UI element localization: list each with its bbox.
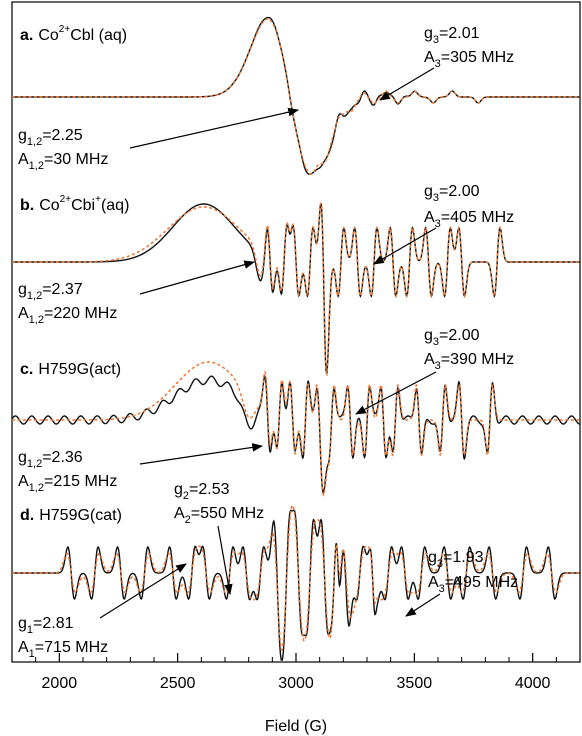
panel-d-label: d. H759G(cat) <box>20 507 122 524</box>
annotation-d-g2: g2=2.53 <box>174 481 230 502</box>
annotation-b-a3: A3=405 MHz <box>424 209 514 230</box>
annotation-a-g3: g3=2.01 <box>424 25 480 46</box>
panel-d: d. H759G(cat) g2=2.53 A2=550 MHz g3=1.93 … <box>12 481 580 661</box>
annotation-d-g3: g3=1.93 <box>428 549 484 570</box>
x-tick-label: 3500 <box>397 675 433 692</box>
annotation-b-g12: g1,2=2.37 <box>18 281 83 302</box>
x-tick-label: 2500 <box>160 675 196 692</box>
spectrum-c-simulation <box>12 361 580 497</box>
arrow-b-g3 <box>373 227 437 265</box>
annotation-c-g12: g1,2=2.36 <box>18 449 83 470</box>
panel-a: a. Co2+Cbl (aq) g3=2.01 A3=305 MHz g1,2=2… <box>12 16 580 175</box>
spectrum-d-simulation <box>12 504 580 652</box>
arrow-d-g3 <box>405 593 441 617</box>
annotation-c-a12: A1,2=215 MHz <box>18 473 117 494</box>
annotation-b-g3: g3=2.00 <box>424 183 480 204</box>
annotation-b-a12: A1,2=220 MHz <box>18 305 117 326</box>
x-tick-label: 4000 <box>515 675 551 692</box>
arrow-a-g3 <box>379 67 435 101</box>
annotation-d-g1: g1=2.81 <box>18 615 74 636</box>
arrow-c-g3 <box>355 371 437 415</box>
arrow-c-g12 <box>139 443 264 465</box>
arrow-b-g12 <box>139 260 256 295</box>
x-tick-label: 2000 <box>42 675 78 692</box>
arrow-d-g1 <box>99 563 187 619</box>
x-axis-title: Field (G) <box>265 718 327 735</box>
x-axis: 2000 2500 3000 3500 4000 <box>11 653 581 692</box>
annotation-a-g12: g1,2=2.25 <box>18 127 83 148</box>
arrow-d-g2 <box>217 525 233 596</box>
annotation-d-a3: A3=495 MHz <box>428 574 518 595</box>
spectrum-d-experiment <box>12 509 580 661</box>
spectrum-a-simulation <box>12 18 580 175</box>
panel-b: b. Co2+Cbi+(aq) g3=2.00 A3=405 MHz g1,2=2… <box>12 183 580 377</box>
spectrum-b-simulation <box>12 202 580 377</box>
annotation-a-a3: A3=305 MHz <box>424 49 514 70</box>
x-tick-label: 3000 <box>278 675 314 692</box>
spectrum-b-experiment <box>12 202 580 377</box>
panel-a-label: a. Co2+Cbl (aq) <box>20 24 127 44</box>
annotation-d-a2: A2=550 MHz <box>174 505 264 526</box>
panel-c-label: c. H759G(act) <box>20 361 121 378</box>
annotation-d-a1: A1=715 MHz <box>18 639 108 660</box>
annotation-c-a3: A3=390 MHz <box>424 351 514 372</box>
arrow-a-g12 <box>129 107 300 149</box>
plot-frame <box>11 1 581 663</box>
panel-b-label: b. Co2+Cbi+(aq) <box>20 194 129 214</box>
panel-c: c. H759G(act) g3=2.00 A3=390 MHz g1,2=2.3… <box>11 327 580 497</box>
annotation-c-g3: g3=2.00 <box>424 327 480 348</box>
annotation-a-a12: A1,2=30 MHz <box>18 151 108 172</box>
